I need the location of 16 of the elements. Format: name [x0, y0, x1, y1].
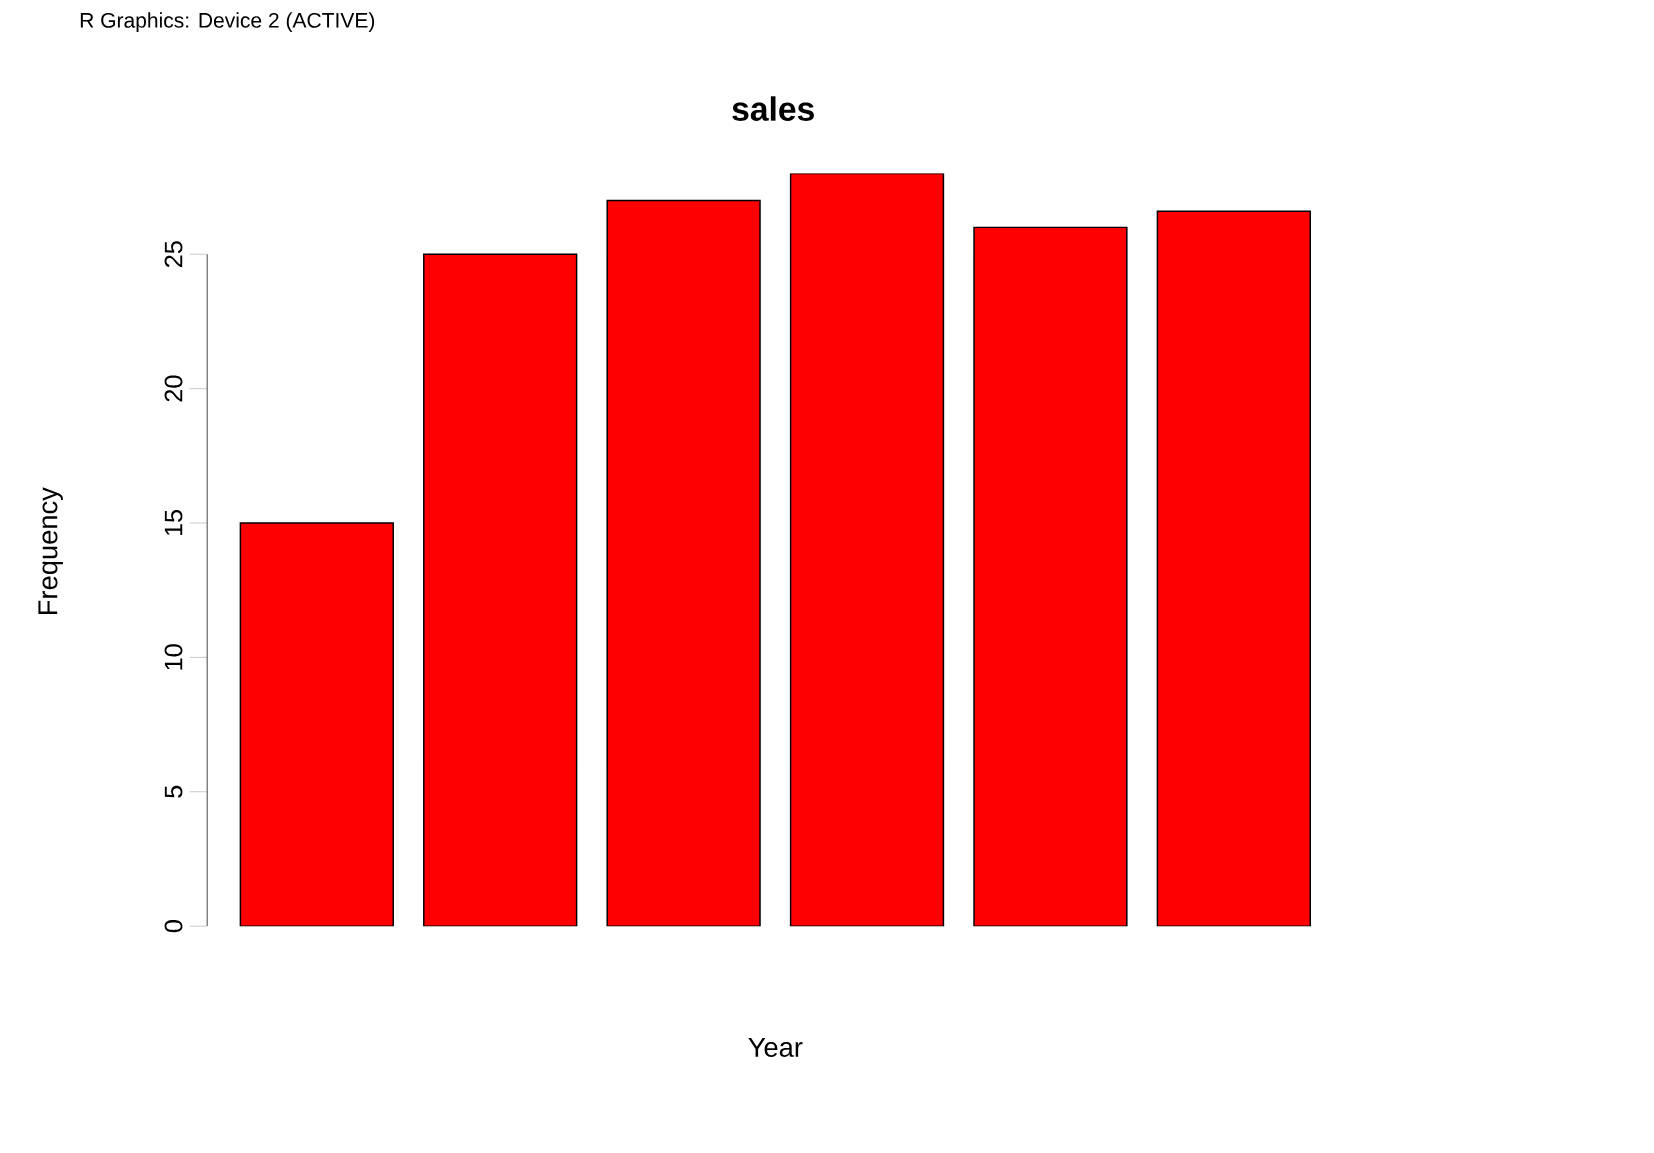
- bar: [239, 522, 394, 927]
- y-tick-label: 20: [164, 375, 183, 402]
- y-tick-label: 5: [164, 785, 183, 798]
- bar: [973, 226, 1128, 927]
- text: R Graphics: Device 2 (ACTIVE): [80, 12, 375, 32]
- chart-title: sales: [732, 96, 814, 122]
- x-axis-title: Year: [748, 1037, 803, 1058]
- bar: [1156, 210, 1311, 927]
- y-tick-label: 15: [164, 510, 183, 536]
- bar: [423, 253, 578, 927]
- y-tick-label: 10: [164, 644, 183, 670]
- y-tick-label: 0: [164, 920, 183, 933]
- y-axis-title: Frequency: [38, 487, 63, 615]
- bar: [606, 199, 761, 927]
- y-tick-label: 25: [164, 241, 183, 268]
- bar: [789, 173, 945, 927]
